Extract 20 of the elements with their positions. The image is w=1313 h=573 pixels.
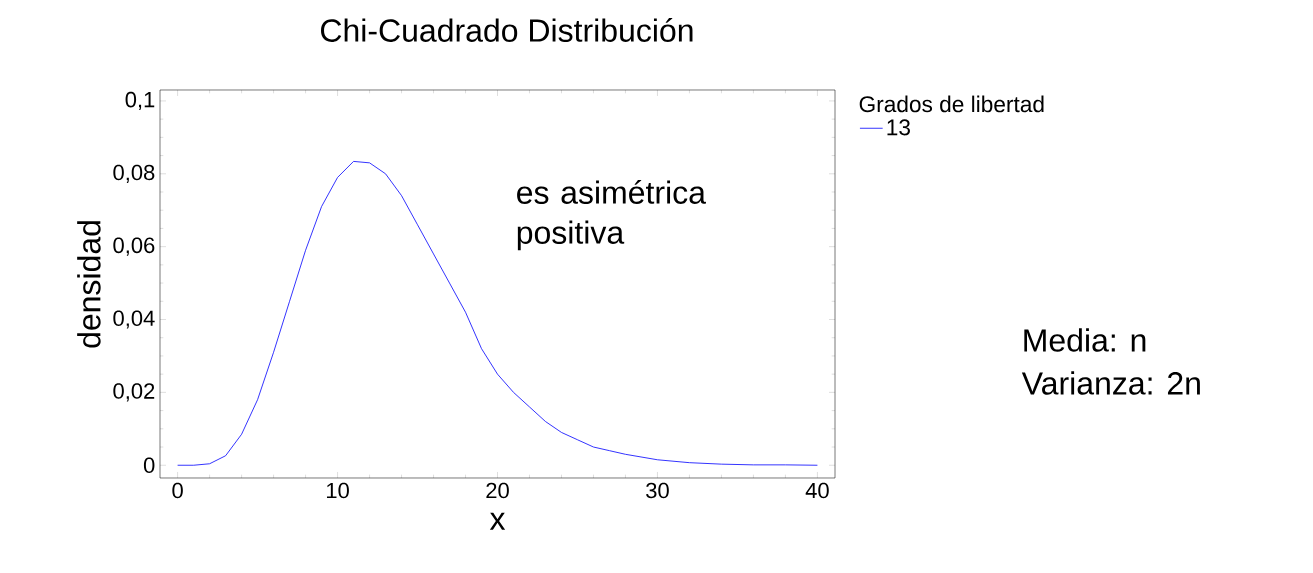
y-axis-title: densidad bbox=[77, 221, 101, 348]
x-tick-label: 30 bbox=[646, 482, 669, 499]
x-tick-label: 20 bbox=[486, 482, 509, 499]
chart-title: Chi-Cuadrado Distribución bbox=[321, 18, 693, 42]
legend-label: 13 bbox=[887, 119, 910, 136]
text: Varianza: 2n bbox=[1021, 371, 1200, 395]
y-tick-label: 0,02 bbox=[113, 383, 155, 402]
legend-title: Grados de libertad bbox=[859, 95, 1044, 113]
line-series bbox=[177, 160, 818, 466]
x-axis-title: x bbox=[489, 512, 506, 530]
y-tick-label: 0,06 bbox=[113, 237, 155, 256]
y-tick-label: 0,04 bbox=[113, 310, 155, 329]
text: Media: n bbox=[1024, 328, 1146, 352]
y-tick-label: 0,1 bbox=[125, 91, 155, 111]
y-tick-label: 0 bbox=[143, 457, 155, 474]
annotation: es asimétrica positiva bbox=[517, 180, 706, 251]
x-tick-label: 10 bbox=[326, 482, 349, 499]
x-tick-label: 40 bbox=[805, 482, 829, 499]
y-tick-label: 0,08 bbox=[113, 164, 155, 183]
x-tick-label: 0 bbox=[172, 482, 183, 499]
